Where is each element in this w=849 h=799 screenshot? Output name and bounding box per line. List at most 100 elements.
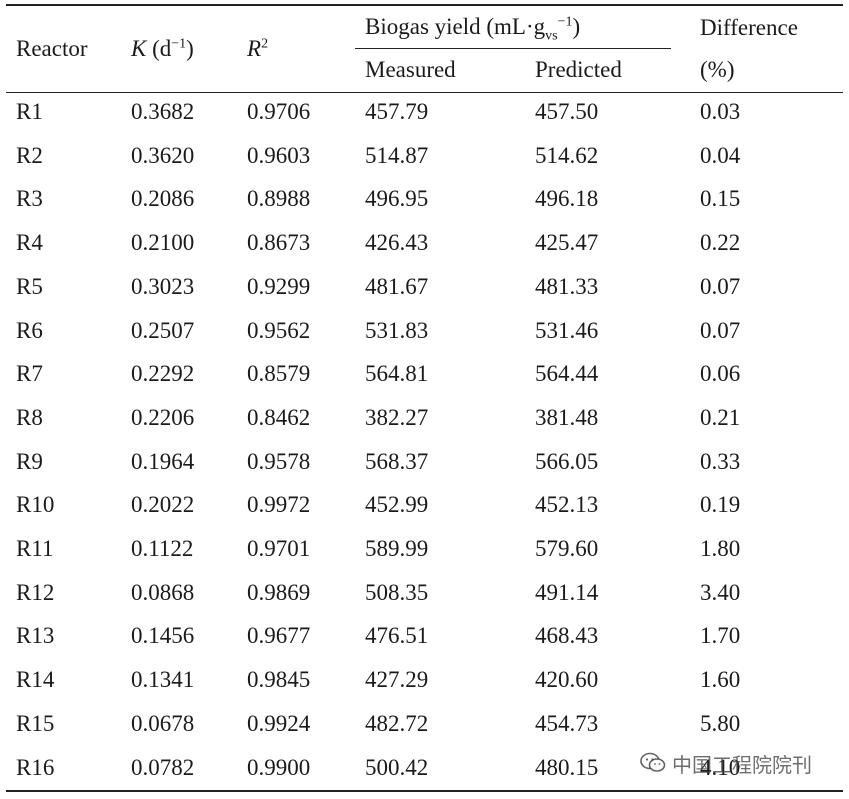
cell-predicted: 496.18 [535, 186, 599, 212]
cell-predicted: 454.73 [535, 710, 599, 736]
cell-r2: 0.9578 [247, 448, 311, 474]
header-difference-unit: (%) [700, 57, 735, 82]
cell-r2: 0.9706 [247, 99, 311, 124]
cell-measured: 426.43 [365, 230, 429, 256]
cell-k: 0.2022 [131, 492, 195, 518]
cell-predicted: 564.44 [535, 361, 599, 387]
cell-r2: 0.9701 [247, 536, 311, 561]
table-row: R10 0.2022 0.9972 452.99 452.13 0.19 [0, 485, 849, 529]
table-row: R5 0.3023 0.9299 481.67 481.33 0.07 [0, 267, 849, 311]
cell-predicted: 420.60 [535, 667, 599, 693]
cell-r2: 0.9299 [247, 273, 311, 299]
cell-r2: 0.9924 [247, 710, 311, 736]
table-row: R6 0.2507 0.9562 531.83 531.46 0.07 [0, 311, 849, 355]
cell-predicted: 514.62 [535, 142, 599, 168]
cell-k: 0.2100 [131, 230, 195, 256]
cell-reactor: R6 [16, 317, 43, 343]
cell-difference: 0.07 [700, 273, 741, 299]
cell-measured: 481.67 [365, 273, 429, 299]
cell-k: 0.1456 [131, 623, 195, 649]
cell-r2: 0.8579 [247, 361, 311, 387]
cell-k: 0.1341 [131, 667, 195, 693]
cell-predicted: 480.15 [535, 754, 599, 780]
table-row: R7 0.2292 0.8579 564.81 564.44 0.06 [0, 354, 849, 398]
header-bottom-rule [6, 92, 843, 93]
cell-reactor: R8 [16, 404, 43, 430]
table-row: R14 0.1341 0.9845 427.29 420.60 1.60 [0, 660, 849, 704]
cell-measured: 452.99 [365, 492, 429, 518]
cell-difference: 0.03 [700, 99, 741, 124]
cell-r2: 0.9603 [247, 142, 311, 168]
table-bottom-rule [6, 790, 843, 792]
header-measured: Measured [365, 57, 456, 82]
cell-difference: 0.33 [700, 448, 741, 474]
cell-reactor: R5 [16, 273, 43, 299]
cell-reactor: R12 [16, 579, 55, 605]
cell-difference: 1.60 [700, 667, 741, 693]
cell-k: 0.0782 [131, 754, 195, 780]
cell-measured: 476.51 [365, 623, 429, 649]
cell-difference: 1.80 [700, 536, 741, 561]
header-reactor: Reactor [16, 36, 88, 61]
cell-predicted: 457.50 [535, 99, 599, 124]
cell-difference: 0.15 [700, 186, 741, 212]
cell-r2: 0.9972 [247, 492, 311, 518]
cell-measured: 564.81 [365, 361, 429, 387]
cell-r2: 0.9869 [247, 579, 311, 605]
cell-k: 0.0678 [131, 710, 195, 736]
header-r2: R2 [247, 36, 269, 61]
cell-difference: 0.07 [700, 317, 741, 343]
table-row: R9 0.1964 0.9578 568.37 566.05 0.33 [0, 442, 849, 486]
cell-predicted: 566.05 [535, 448, 599, 474]
cell-difference: 0.04 [700, 142, 741, 168]
cell-r2: 0.9900 [247, 754, 311, 780]
table-row: R1 0.3682 0.9706 457.79 457.50 0.03 [0, 92, 849, 136]
table-top-rule [6, 4, 843, 6]
cell-difference: 5.80 [700, 710, 741, 736]
table-row: R11 0.1122 0.9701 589.99 579.60 1.80 [0, 529, 849, 573]
cell-k: 0.2292 [131, 361, 195, 387]
cell-r2: 0.8673 [247, 230, 311, 256]
cell-reactor: R1 [16, 99, 43, 124]
cell-measured: 508.35 [365, 579, 429, 605]
header-difference: Difference [700, 15, 798, 40]
cell-reactor: R16 [16, 754, 55, 780]
cell-reactor: R2 [16, 142, 43, 168]
cell-reactor: R9 [16, 448, 43, 474]
cell-difference: 0.19 [700, 492, 741, 518]
cell-predicted: 579.60 [535, 536, 599, 561]
table-row: R13 0.1456 0.9677 476.51 468.43 1.70 [0, 616, 849, 660]
table-row: R3 0.2086 0.8988 496.95 496.18 0.15 [0, 179, 849, 223]
cell-predicted: 531.46 [535, 317, 599, 343]
cell-measured: 457.79 [365, 99, 429, 124]
table-row: R12 0.0868 0.9869 508.35 491.14 3.40 [0, 573, 849, 617]
cell-k: 0.0868 [131, 579, 195, 605]
cell-r2: 0.9845 [247, 667, 311, 693]
cell-k: 0.3620 [131, 142, 195, 168]
cell-reactor: R3 [16, 186, 43, 212]
cell-measured: 514.87 [365, 142, 429, 168]
cell-k: 0.3023 [131, 273, 195, 299]
header-k: K (d−1) [131, 36, 194, 61]
cell-measured: 427.29 [365, 667, 429, 693]
cell-reactor: R11 [16, 536, 54, 561]
cell-difference: 1.70 [700, 623, 741, 649]
table-row: R16 0.0782 0.9900 500.42 480.15 4.10 [0, 748, 849, 792]
wechat-icon [640, 752, 666, 774]
cell-difference: 0.22 [700, 230, 741, 256]
cell-measured: 589.99 [365, 536, 429, 561]
header-biogas-yield: Biogas yield (mL·gvs−1) [365, 14, 581, 44]
cell-k: 0.3682 [131, 99, 195, 124]
watermark-text: 中国工程院院刊 [672, 752, 812, 777]
cell-r2: 0.8462 [247, 404, 311, 430]
cell-k: 0.2507 [131, 317, 195, 343]
cell-reactor: R14 [16, 667, 55, 693]
cell-measured: 531.83 [365, 317, 429, 343]
header-predicted: Predicted [535, 57, 622, 82]
cell-reactor: R10 [16, 492, 55, 518]
cell-predicted: 425.47 [535, 230, 599, 256]
cell-measured: 568.37 [365, 448, 429, 474]
cell-difference: 0.21 [700, 404, 741, 430]
cell-r2: 0.9677 [247, 623, 311, 649]
